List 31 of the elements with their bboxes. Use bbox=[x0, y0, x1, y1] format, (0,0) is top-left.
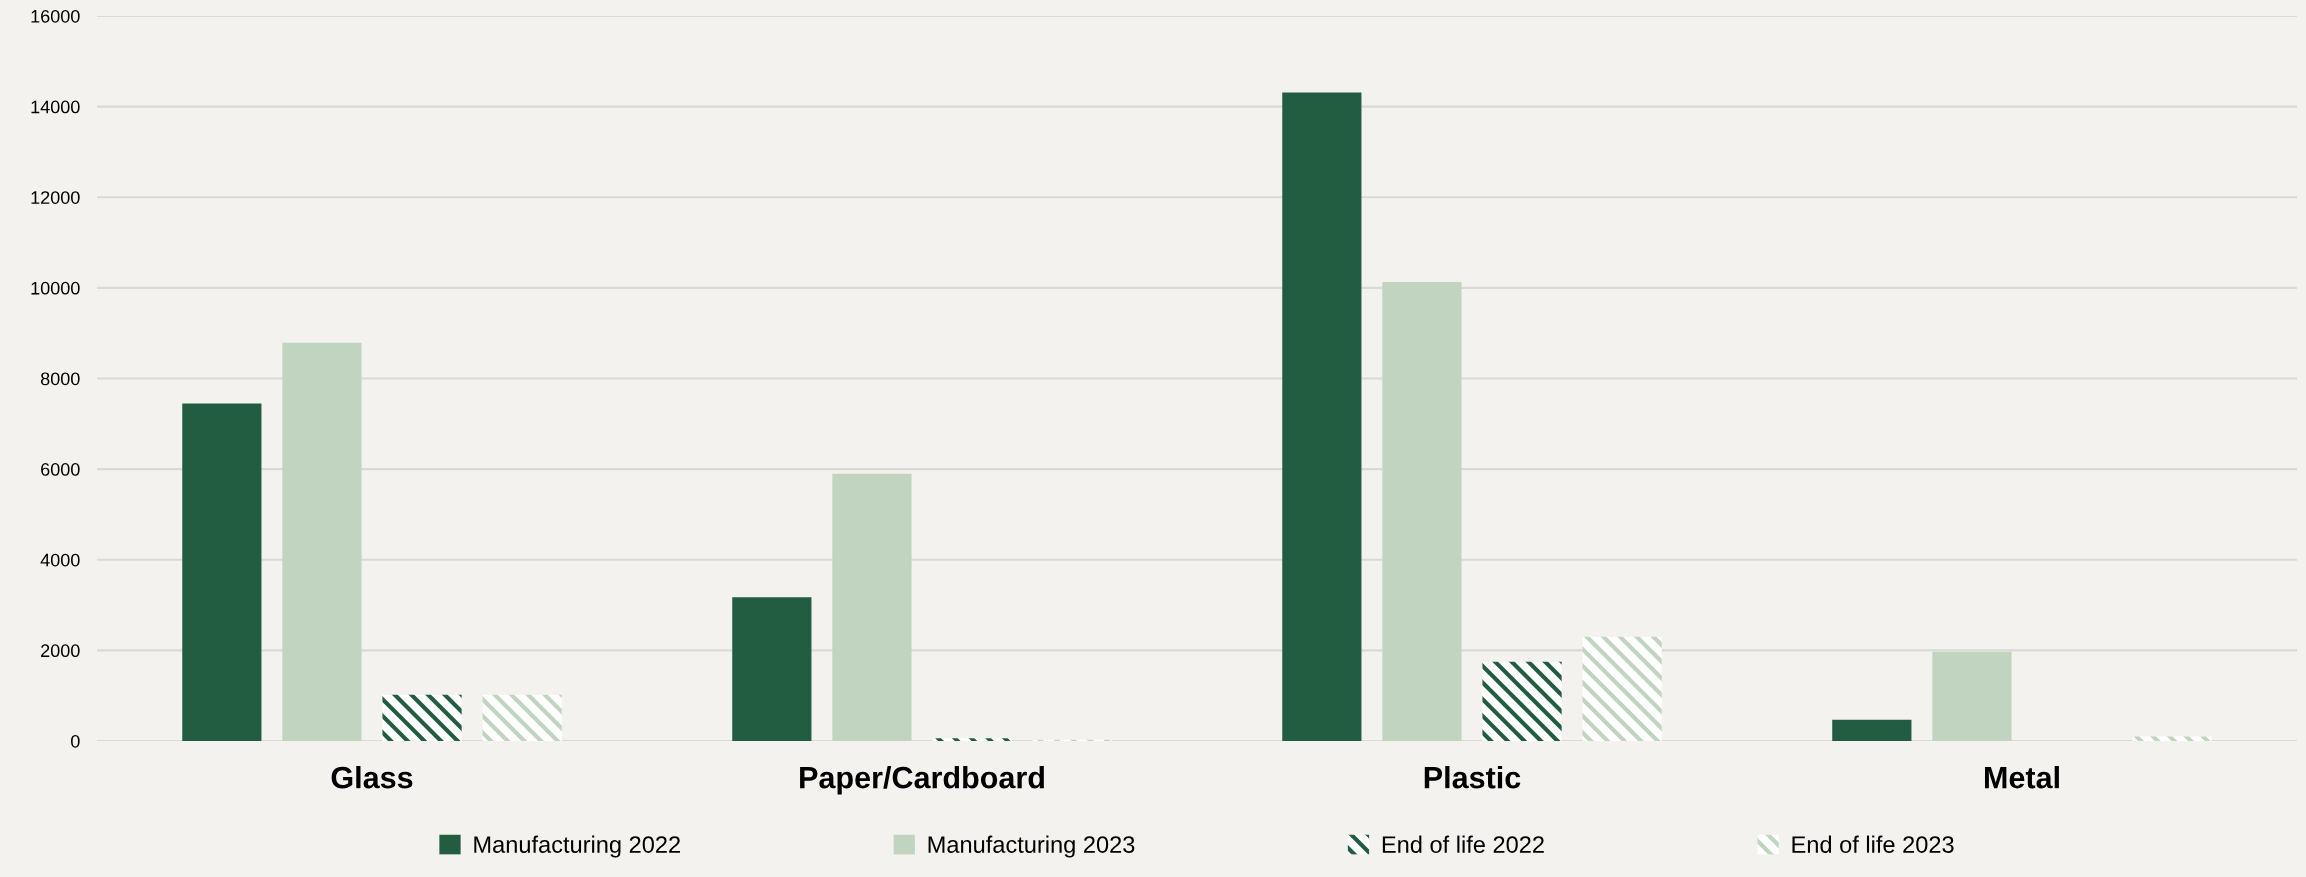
bar bbox=[732, 597, 812, 741]
y-tick-label: 16000 bbox=[31, 9, 80, 23]
bar bbox=[1582, 636, 1662, 741]
y-tick-label: 12000 bbox=[31, 191, 80, 204]
y-tick-label: 0 bbox=[71, 734, 80, 748]
bar bbox=[832, 473, 912, 741]
bar bbox=[482, 694, 562, 741]
bar bbox=[1932, 651, 2012, 741]
y-tick-label: 14000 bbox=[31, 100, 80, 114]
y-tick-label: 4000 bbox=[40, 553, 80, 567]
y-tick-label: 10000 bbox=[31, 281, 80, 295]
y-tick-label: 8000 bbox=[40, 372, 80, 386]
x-tick-label: Paper/Cardboard bbox=[800, 766, 1044, 795]
x-tick-label: Metal bbox=[1984, 766, 2059, 789]
x-tick-label: Plastic bbox=[1424, 766, 1521, 789]
bar bbox=[2132, 736, 2212, 741]
y-tick-label: 2000 bbox=[41, 644, 80, 658]
bar bbox=[382, 694, 462, 741]
bar bbox=[1482, 661, 1562, 741]
bar bbox=[1832, 719, 1912, 741]
y-tick-label: 6000 bbox=[41, 463, 80, 476]
bar bbox=[182, 403, 262, 741]
x-tick-label: Glass bbox=[331, 766, 413, 789]
legend-label: Manufacturing 2023 bbox=[928, 835, 1135, 858]
bar bbox=[1382, 281, 1462, 741]
bar bbox=[932, 738, 1012, 741]
legend-label: End of life 2023 bbox=[1792, 835, 1954, 853]
bar bbox=[1282, 92, 1362, 741]
bar bbox=[282, 342, 362, 741]
legend-label: Manufacturing 2022 bbox=[474, 835, 680, 858]
legend-label: End of life 2022 bbox=[1382, 835, 1544, 853]
